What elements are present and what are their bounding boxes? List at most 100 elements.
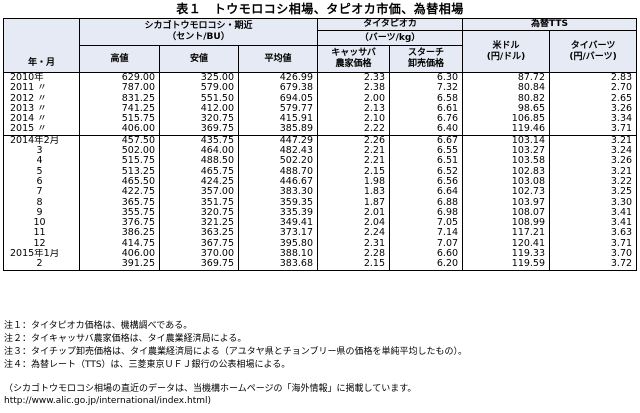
corn-low-cell: 464.00	[159, 146, 239, 157]
starch-cell: 6.55	[389, 146, 464, 157]
usd-cell: 80.84	[462, 83, 551, 94]
corn-low-cell: 367.75	[159, 238, 239, 250]
baht-cell: 3.26	[610, 103, 633, 114]
table-row: 2015 〃 406.00 369.75 385.89 2.22 6.40 119.46 3.…	[3, 124, 637, 136]
cassava-label-1: キャッサバ	[331, 48, 376, 58]
starch-cell: 6.58	[389, 93, 464, 104]
corn-high-cell: 422.75	[79, 187, 160, 198]
corn-low-cell: 351.75	[159, 197, 239, 208]
usd-cell: 108.99	[462, 218, 551, 229]
baht-cell: 3.25	[610, 187, 633, 198]
row-label: 8	[3, 197, 80, 208]
row-label: 2015 〃	[3, 124, 80, 136]
corn-low-cell: 363.25	[159, 228, 239, 239]
starch-cell: 7.14	[389, 228, 464, 239]
baht-cell: 3.70	[610, 249, 633, 260]
baht-unit: (円/バーツ)	[569, 51, 617, 62]
corn-high-cell: 355.75	[79, 207, 160, 219]
table-row: 6 465.50 424.25 446.67 1.98 6.56 103.08 3.22	[3, 176, 637, 188]
starch-cell: 6.56	[389, 176, 464, 188]
corn-low-cell: 579.00	[159, 83, 239, 94]
baht-cell: 2.70	[610, 83, 633, 94]
baht-cell: 3.21	[549, 134, 637, 147]
table-row: 10 376.75 321.25 349.41 2.04 7.05 108.99 3.41	[3, 218, 637, 229]
row-label: 10	[3, 218, 80, 229]
footer: （シカゴトウモロコシ相場の直近のデータは、当機構ホームページの「海外情報」に掲載…	[4, 383, 416, 407]
corn-avg-cell: 579.77	[238, 103, 319, 115]
usd-cell: 80.82	[462, 93, 551, 104]
usd-cell: 119.59	[462, 259, 551, 271]
starch-cell: 7.32	[389, 83, 464, 94]
corn-high-cell: 515.75	[79, 156, 160, 167]
row-label: 12	[3, 238, 80, 250]
baht-cell: 3.63	[610, 228, 633, 239]
corn-avg-cell: 383.68	[238, 259, 319, 271]
corn-high-cell: 386.25	[79, 228, 160, 239]
starch-cell: 6.88	[389, 197, 464, 208]
footer-url[interactable]: http://www.alic.go.jp/international/inde…	[4, 396, 211, 406]
notes: 注１：タイタピオカ価格は、機構調べである。 注２：タイキャッサバ農家価格は、タイ…	[4, 320, 467, 372]
corn-low-cell: 488.50	[159, 156, 239, 167]
corn-high-cell: 376.75	[79, 218, 160, 229]
starch-cell: 6.98	[389, 207, 464, 219]
starch-label-2: 卸売価格	[408, 59, 445, 69]
baht-cell: 2.65	[610, 93, 633, 104]
cassava-cell: 2.01	[317, 207, 391, 219]
usd-cell: 120.41	[462, 238, 551, 250]
corn-high-cell: 513.25	[79, 166, 160, 177]
baht-header: タイバーツ (円/バーツ)	[549, 30, 637, 73]
usd-cell: 117.21	[462, 228, 551, 239]
cassava-cell: 1.87	[317, 197, 391, 208]
row-label: 2015年1月	[3, 249, 80, 260]
tapioca-unit-header: （バーツ/kg）	[317, 30, 464, 46]
cassava-cell: 2.28	[317, 249, 391, 260]
note-1: 注１：タイタピオカ価格は、機構調べである。	[4, 321, 193, 331]
note-2: 注２：タイキャッサバ農家価格は、タイ農業経済局による。	[4, 334, 247, 344]
corn-avg-cell: 349.41	[238, 218, 319, 229]
starch-cell: 6.60	[389, 249, 464, 260]
corn-low-cell: 320.75	[159, 207, 239, 219]
corn-low-cell: 370.00	[159, 249, 239, 260]
starch-cell: 6.61	[389, 103, 464, 115]
usd-cell: 108.07	[462, 207, 551, 219]
row-label: 5	[3, 166, 80, 177]
corn-low-cell: 320.75	[159, 114, 239, 125]
row-label: 2012 〃	[3, 93, 80, 104]
corn-avg-cell: 395.80	[238, 238, 319, 250]
usd-cell: 98.65	[462, 103, 551, 115]
baht-cell: 3.22	[610, 176, 633, 187]
table-row: 3 502.00 464.00 482.43 2.21 6.55 103.27 3.24	[3, 146, 637, 157]
table-row: 5 513.25 465.75 488.70 2.15 6.52 102.83 3.21	[3, 166, 637, 177]
corn-avg-cell: 373.17	[238, 228, 319, 239]
corn-avg-cell: 335.39	[238, 207, 319, 219]
corn-high-cell: 831.25	[79, 93, 160, 104]
table-row: 4 515.75 488.50 502.20 2.21 6.51 103.58 3.26	[3, 156, 637, 167]
cassava-cell: 2.04	[317, 218, 391, 229]
row-label: 7	[3, 187, 80, 198]
corn-avg-cell: 488.70	[238, 166, 319, 177]
baht-cell: 3.71	[610, 238, 633, 249]
corn-avg-cell: 482.43	[238, 146, 319, 157]
corn-avg-cell: 426.99	[238, 72, 319, 84]
baht-cell: 3.34	[610, 114, 633, 125]
corn-high-cell: 502.00	[79, 146, 160, 157]
row-label: 4	[3, 156, 80, 167]
corn-high-cell: 414.75	[79, 238, 160, 250]
row-label: 2011 〃	[3, 83, 80, 94]
fx-group-header: 為替TTS	[462, 18, 637, 31]
cassava-cell: 2.21	[317, 156, 391, 167]
baht-cell: 3.72	[610, 259, 633, 270]
corn-low-cell: 551.50	[159, 93, 239, 104]
cassava-cell: 2.38	[317, 83, 391, 94]
starch-cell: 6.40	[389, 124, 464, 136]
cassava-label-2: 農家価格	[335, 59, 372, 69]
cassava-cell: 2.31	[317, 238, 391, 250]
usd-cell: 87.72	[462, 72, 551, 84]
cassava-cell: 2.24	[317, 228, 391, 239]
starch-cell: 6.20	[389, 259, 464, 271]
table-row: 11 386.25 363.25 373.17 2.24 7.14 117.21 3.63	[3, 228, 637, 239]
starch-cell: 6.64	[389, 187, 464, 198]
corn-high-cell: 465.50	[79, 176, 160, 188]
corn-low-header: 安値	[159, 45, 239, 73]
corn-high-cell: 741.25	[79, 103, 160, 115]
